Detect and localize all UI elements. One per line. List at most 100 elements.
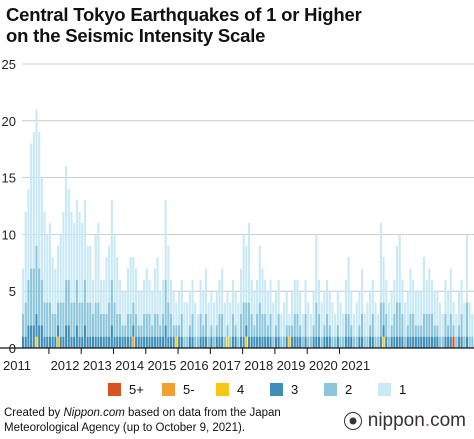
bar-segment-1 [363, 313, 366, 337]
bar-stack [24, 211, 27, 348]
bar-segment-5+ [452, 336, 455, 348]
bar-segment-2 [304, 313, 307, 337]
bar-segment-2 [207, 336, 210, 348]
bar-segment-2 [428, 313, 431, 337]
bar-segment-1 [379, 223, 382, 303]
bar-stack [272, 302, 275, 348]
bar-segment-2 [387, 336, 390, 348]
legend-item: 4 [216, 380, 244, 398]
bar-stack [191, 279, 194, 348]
bar-segment-2 [102, 313, 105, 337]
bar-segment-1 [387, 302, 390, 337]
bar-segment-2 [151, 325, 154, 337]
bar-stack [352, 313, 356, 348]
bar-segment-3 [215, 336, 218, 348]
bar-stack [447, 291, 450, 348]
bar-segment-2 [382, 302, 385, 326]
bar-segment-2 [463, 336, 466, 348]
bar-segment-1 [153, 268, 156, 314]
bar-segment-1 [83, 200, 86, 280]
bar-segment-1 [86, 245, 89, 303]
bar-segment-1 [374, 302, 377, 337]
bar-segment-2 [371, 313, 374, 337]
bar-stack [258, 245, 261, 348]
bar-segment-3 [22, 336, 25, 348]
bar-segment-3 [46, 336, 49, 348]
bar-segment-3 [105, 336, 108, 348]
bar-stack [172, 291, 175, 348]
bar-segment-2 [215, 325, 218, 337]
bar-stack [374, 302, 377, 348]
bar-segment-1 [339, 302, 342, 337]
bar-stack [156, 257, 159, 348]
bar-segment-1 [175, 302, 178, 326]
bar-segment-3 [156, 336, 159, 348]
bar-segment-2 [347, 313, 350, 337]
bar-segment-1 [412, 279, 415, 314]
bar-segment-1 [336, 291, 339, 326]
bar-stack [309, 313, 312, 348]
bar-segment-3 [248, 336, 251, 348]
bar-segment-1 [73, 223, 76, 303]
bar-segment-2 [196, 336, 199, 348]
bar-segment-3 [422, 336, 425, 348]
bar-segment-2 [167, 302, 170, 337]
bar-segment-1 [135, 268, 138, 314]
bar-stack [460, 279, 463, 348]
bar-segment-1 [293, 279, 296, 314]
bar-segment-2 [148, 313, 151, 337]
bar-stack [463, 302, 466, 348]
bar-segment-1 [444, 279, 447, 314]
bar-segment-1 [172, 291, 175, 326]
bar-segment-3 [428, 336, 431, 348]
bar-segment-1 [326, 279, 329, 314]
bar-segment-1 [422, 257, 425, 314]
bar-stack [245, 245, 248, 348]
bar-segment-3 [54, 336, 57, 348]
bar-stack [395, 245, 399, 348]
bar-stack [164, 200, 167, 348]
bar-segment-1 [129, 257, 132, 314]
bar-stack [83, 200, 86, 348]
bar-segment-3 [358, 336, 361, 348]
bar-stack [312, 291, 315, 348]
bar-stack [301, 313, 304, 348]
bar-segment-3 [67, 325, 70, 348]
bar-stack [81, 223, 84, 348]
bar-segment-2 [307, 336, 310, 348]
bar-segment-1 [54, 268, 57, 314]
bar-segment-1 [312, 291, 315, 326]
bar-segment-3 [100, 336, 103, 348]
bar-segment-2 [256, 313, 259, 337]
bar-segment-1 [347, 257, 350, 314]
x-tick-label: 2013 [83, 358, 112, 373]
bar-stack [218, 279, 221, 348]
bar-segment-1 [22, 268, 25, 314]
bar-segment-1 [226, 291, 229, 326]
bar-segment-3 [153, 336, 156, 348]
bar-segment-3 [188, 336, 191, 348]
bar-segment-1 [390, 291, 393, 326]
bar-segment-3 [137, 336, 140, 348]
bar-stack [91, 279, 95, 348]
bar-segment-2 [385, 313, 388, 337]
bar-segment-3 [323, 336, 326, 348]
bar-segment-3 [59, 336, 62, 348]
bar-stack [422, 257, 425, 348]
chart-title-line-1: Central Tokyo Earthquakes of 1 or Higher [6, 4, 362, 25]
bar-stack [175, 302, 178, 348]
bar-stack [223, 302, 226, 348]
bar-stack [317, 279, 321, 348]
bar-segment-2 [355, 336, 358, 348]
bar-stack [199, 279, 202, 348]
bar-stack [75, 200, 78, 348]
bar-stack [299, 291, 302, 348]
legend-label: 5+ [129, 381, 144, 397]
bar-stack [48, 223, 51, 348]
bar-segment-3 [167, 336, 170, 348]
bar-segment-3 [56, 325, 60, 337]
bar-segment-4 [56, 336, 60, 348]
bar-segment-1 [277, 279, 280, 314]
bar-segment-2 [377, 336, 380, 348]
bar-segment-3 [390, 336, 393, 348]
